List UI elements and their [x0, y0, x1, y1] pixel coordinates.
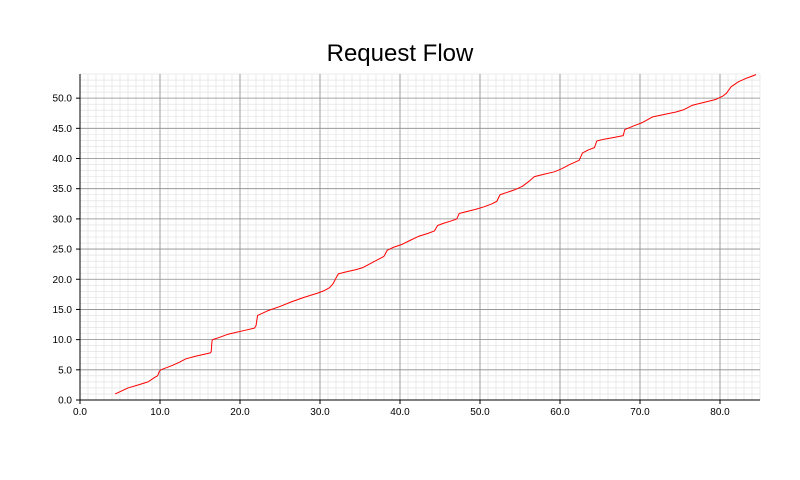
y-tick-label: 25.0 — [53, 245, 73, 256]
y-tick-label: 0.0 — [58, 396, 72, 407]
x-tick-label: 70.0 — [630, 407, 650, 418]
y-tick-label: 30.0 — [53, 214, 73, 225]
y-tick-label: 10.0 — [53, 335, 73, 346]
x-tick-label: 50.0 — [470, 407, 490, 418]
y-tick-label: 45.0 — [53, 124, 73, 135]
x-tick-label: 40.0 — [390, 407, 410, 418]
x-tick-label: 20.0 — [230, 407, 250, 418]
x-tick-label: 60.0 — [550, 407, 570, 418]
y-tick-label: 50.0 — [53, 94, 73, 105]
y-tick-label: 15.0 — [53, 305, 73, 316]
x-tick-label: 10.0 — [150, 407, 170, 418]
x-tick-label: 30.0 — [310, 407, 330, 418]
x-tick-label: 80.0 — [710, 407, 730, 418]
chart-title: Request Flow — [326, 40, 474, 67]
y-tick-label: 40.0 — [53, 154, 73, 165]
y-tick-label: 5.0 — [58, 365, 72, 376]
y-tick-label: 20.0 — [53, 275, 73, 286]
x-tick-label: 0.0 — [73, 407, 87, 418]
y-tick-label: 35.0 — [53, 184, 73, 195]
series-line — [114, 74, 757, 395]
